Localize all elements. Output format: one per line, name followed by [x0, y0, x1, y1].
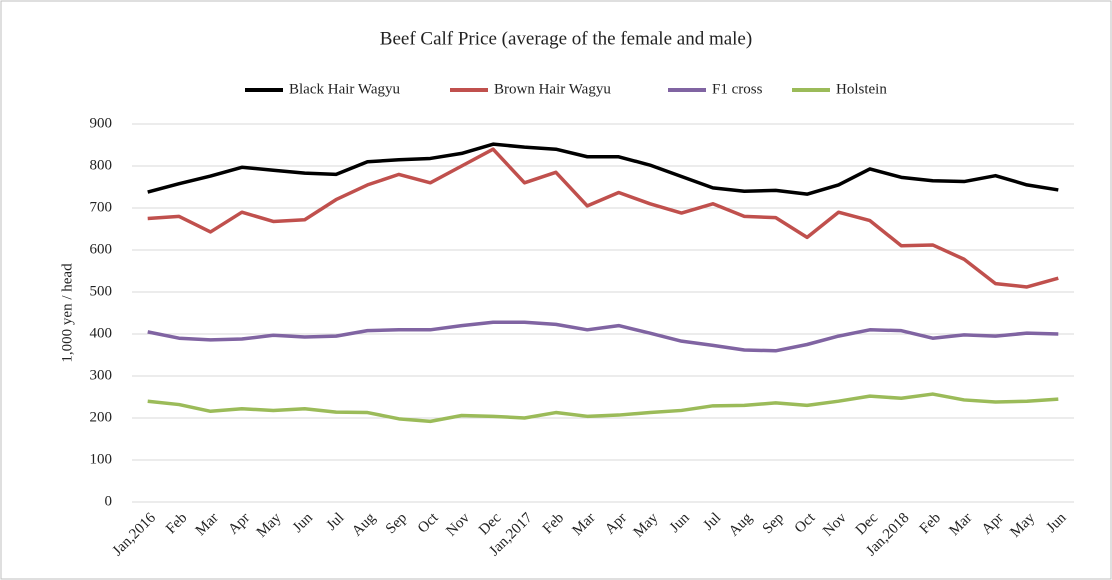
y-axis-label: 1,000 yen / head: [59, 263, 75, 363]
y-tick-label: 700: [90, 199, 113, 215]
y-tick-label: 100: [90, 451, 113, 467]
legend-label: Black Hair Wagyu: [289, 81, 400, 97]
series-line: [147, 320, 1059, 353]
legend-label: Brown Hair Wagyu: [494, 81, 611, 97]
y-tick-label: 300: [90, 367, 113, 383]
y-tick-label: 800: [90, 157, 113, 173]
series-line: [147, 392, 1059, 424]
y-tick-label: 600: [90, 241, 113, 257]
legend-label: F1 cross: [712, 81, 763, 97]
y-tick-label: 900: [90, 115, 113, 131]
y-tick-label: 0: [105, 493, 113, 509]
chart-title: Beef Calf Price (average of the female a…: [380, 28, 752, 49]
legend-label: Holstein: [836, 81, 887, 97]
y-tick-label: 400: [90, 325, 113, 341]
series-line: [147, 142, 1059, 196]
y-tick-label: 200: [90, 409, 113, 425]
y-tick-label: 500: [90, 283, 113, 299]
series-line: [147, 147, 1059, 289]
